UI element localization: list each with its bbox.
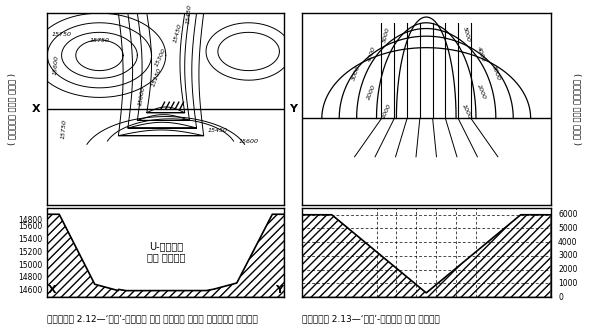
Text: 5000: 5000 <box>382 26 391 43</box>
Text: 3000: 3000 <box>352 64 362 81</box>
Text: 4000: 4000 <box>476 45 486 62</box>
Text: 2000: 2000 <box>366 83 377 100</box>
Text: 14600: 14600 <box>18 286 43 295</box>
Text: 1000: 1000 <box>461 103 472 119</box>
Text: 15750: 15750 <box>52 32 72 37</box>
Text: 15600: 15600 <box>18 222 43 231</box>
Text: 0: 0 <box>558 292 563 302</box>
Text: 15450: 15450 <box>173 22 182 43</box>
Text: ( ओँचाई फीट में ): ( ओँचाई फीट में ) <box>7 73 17 145</box>
Text: 6000: 6000 <box>558 210 578 219</box>
Text: U-आकार: U-आकार <box>149 241 183 251</box>
Text: 15450: 15450 <box>208 128 228 133</box>
Text: 15750: 15750 <box>89 38 110 43</box>
Text: 15300: 15300 <box>155 48 168 68</box>
Text: 15200: 15200 <box>18 248 43 257</box>
Text: 14800: 14800 <box>18 274 43 282</box>
Text: 15600: 15600 <box>52 55 59 76</box>
Text: चित्र 2.12—‘यू’-आकार की घाटी एवं लटकती घाटी: चित्र 2.12—‘यू’-आकार की घाटी एवं लटकती घ… <box>47 314 258 323</box>
Text: 15750: 15750 <box>60 118 67 139</box>
Text: 15600: 15600 <box>239 139 259 144</box>
Text: 4000: 4000 <box>366 45 377 62</box>
Text: 2000: 2000 <box>475 83 486 100</box>
Text: चित्र 2.13—‘वी’-आकार की घाटी: चित्र 2.13—‘वी’-आकार की घाटी <box>302 314 440 323</box>
Text: ( ओँचाई फीट में ): ( ओँचाई फीट में ) <box>572 73 582 145</box>
Text: 15450: 15450 <box>186 3 193 24</box>
Text: 1000: 1000 <box>558 279 577 288</box>
Text: 1000: 1000 <box>381 103 392 119</box>
Text: X: X <box>31 104 40 114</box>
Text: की घाटी: की घाटी <box>147 252 185 262</box>
Text: 15000: 15000 <box>18 261 43 270</box>
Text: X: X <box>48 285 56 295</box>
Text: 3000: 3000 <box>558 251 578 260</box>
Text: 2000: 2000 <box>558 265 577 274</box>
Text: 15400: 15400 <box>18 235 43 244</box>
Text: Y: Y <box>275 285 284 295</box>
Text: 5000: 5000 <box>462 26 471 43</box>
Text: 15150: 15150 <box>150 66 162 87</box>
Text: 3000: 3000 <box>491 64 501 81</box>
Text: 15000: 15000 <box>138 85 146 106</box>
Text: 4000: 4000 <box>558 238 578 247</box>
Text: Y: Y <box>289 104 297 114</box>
Text: 14800: 14800 <box>18 216 43 225</box>
Text: 5000: 5000 <box>558 224 578 233</box>
